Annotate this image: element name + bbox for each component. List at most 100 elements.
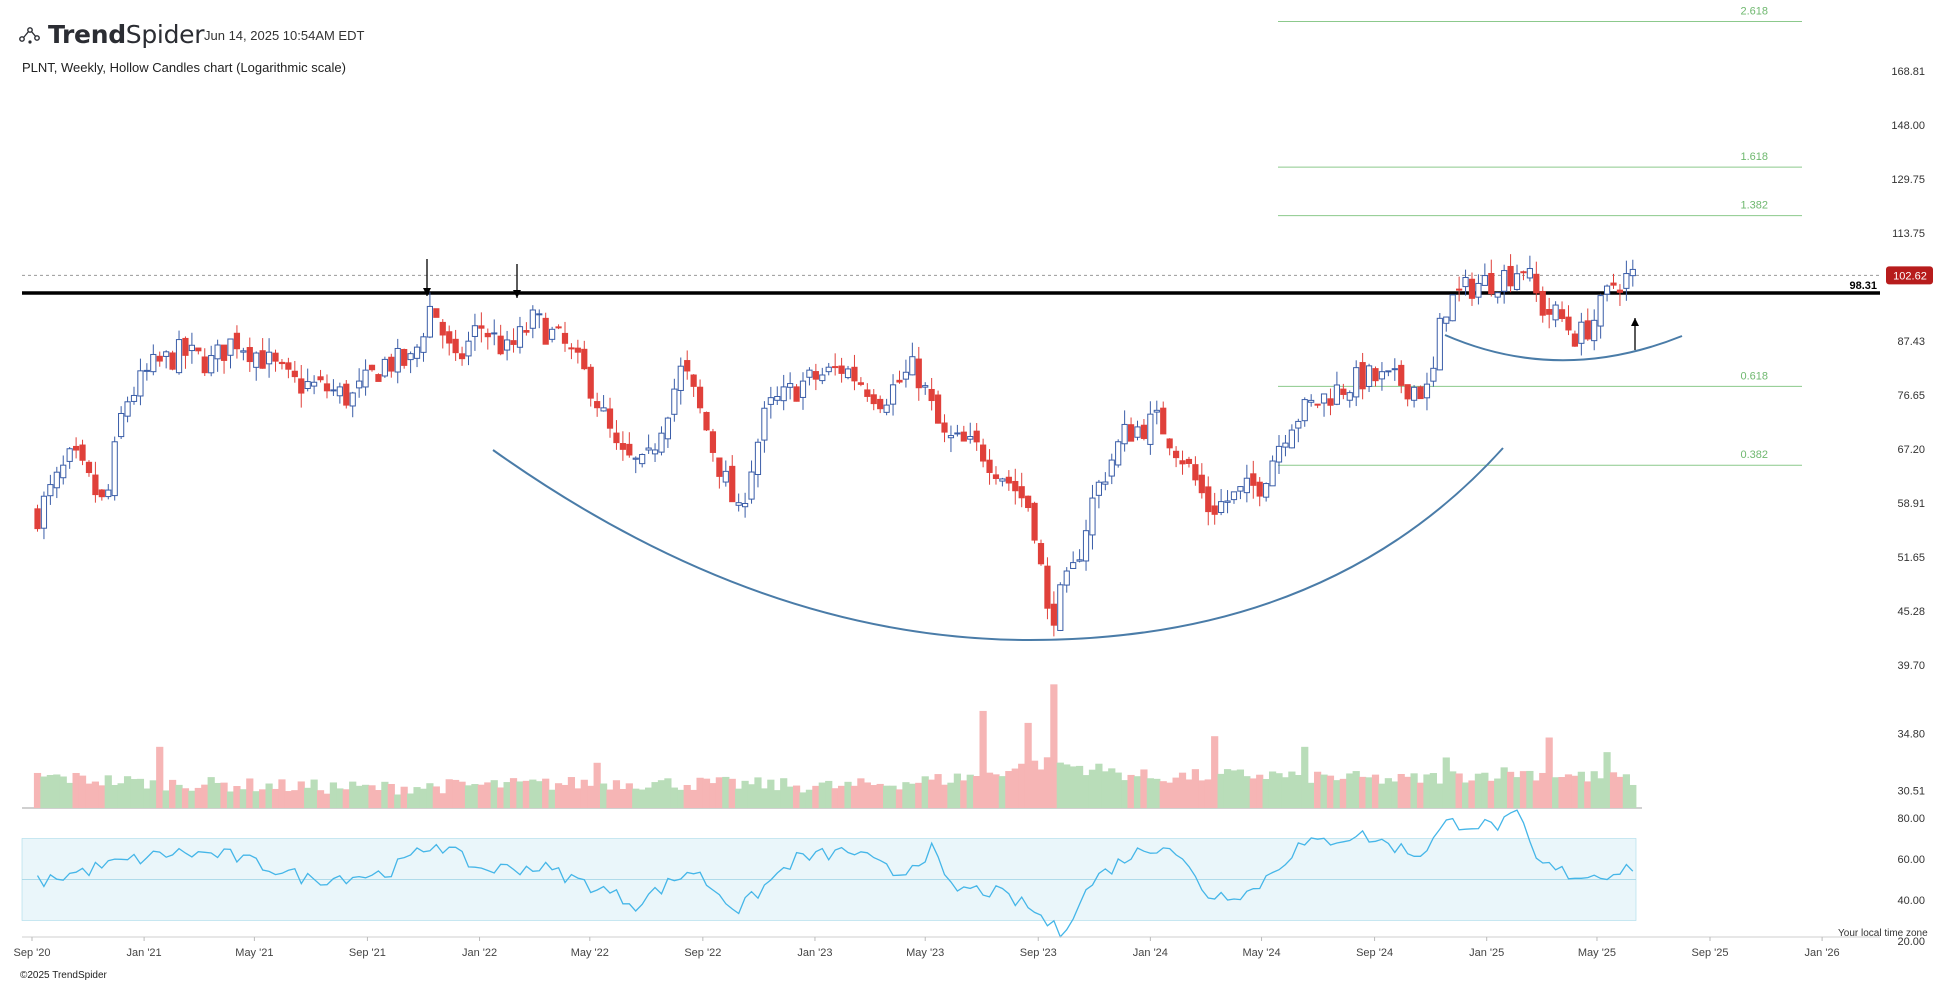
candle-body — [1005, 476, 1012, 484]
volume-bar — [1468, 780, 1476, 808]
candle-body — [999, 478, 1006, 482]
candle-body — [1616, 289, 1624, 293]
candle-body — [420, 336, 427, 353]
candle-body — [1140, 424, 1148, 439]
volume-bar — [1487, 780, 1495, 808]
volume-bar — [735, 788, 743, 808]
candle-body — [510, 340, 517, 345]
volume-bar — [1442, 757, 1450, 808]
volume-bar — [1590, 771, 1598, 808]
volume-bar — [657, 780, 666, 808]
copyright: ©2025 TrendSpider — [20, 970, 107, 981]
candle-body — [1230, 491, 1238, 501]
volume-bar — [239, 789, 247, 808]
x-axis-label: May '25 — [1578, 947, 1616, 959]
candle-body — [941, 422, 948, 433]
candle-body — [1475, 282, 1482, 298]
volume-bar — [66, 782, 74, 808]
resistance-label: 98.31 — [1849, 280, 1877, 292]
candle-body — [1211, 505, 1218, 515]
candle-body — [1282, 442, 1289, 448]
candle-body — [1629, 268, 1636, 277]
volume-bar — [1429, 773, 1437, 808]
volume-bar — [490, 780, 498, 808]
candle-body — [709, 431, 717, 453]
volume-bar — [587, 785, 595, 808]
volume-bar — [1481, 772, 1489, 808]
candle-body — [413, 346, 421, 359]
volume-bar — [812, 785, 820, 808]
last-price-badge — [1886, 266, 1933, 285]
candle-body — [1295, 420, 1302, 429]
volume-bar — [1449, 771, 1457, 808]
candle-body — [1520, 271, 1527, 274]
volume-bar — [773, 790, 781, 808]
volume-bar — [1545, 737, 1553, 808]
candle-body — [896, 379, 903, 383]
volume-bar — [1056, 762, 1064, 808]
volume-bar — [1076, 765, 1084, 808]
candle-body — [1025, 495, 1032, 509]
candle-body — [1501, 270, 1508, 292]
volume-bar — [1461, 782, 1470, 808]
volume-bar — [1211, 736, 1219, 808]
candle-body — [1243, 477, 1250, 494]
candle-body — [343, 383, 350, 406]
candle-body — [169, 352, 176, 370]
volume-bar — [883, 785, 891, 808]
candle-body — [156, 355, 163, 362]
volume-bar — [98, 785, 106, 808]
volume-bar — [1314, 771, 1322, 808]
fib-level-label: 1.618 — [1740, 151, 1768, 163]
candle-body — [1044, 565, 1051, 609]
candle-body — [381, 358, 388, 377]
fib-level-label: 1.382 — [1740, 200, 1768, 212]
volume-bar — [1050, 684, 1058, 808]
volume-bar — [548, 789, 556, 808]
volume-bar — [1082, 775, 1090, 808]
candle-body — [1353, 367, 1360, 398]
volume-bar — [1339, 778, 1347, 808]
candle-body — [85, 461, 93, 474]
handle-curve — [1444, 334, 1683, 362]
candle-body — [1147, 413, 1154, 445]
volume-bar — [1088, 769, 1097, 808]
candle-body — [1430, 367, 1437, 382]
candle-body — [812, 371, 819, 380]
volume-bar — [1114, 772, 1122, 808]
candle-body — [780, 386, 787, 402]
candle-body — [748, 471, 755, 500]
volume-bar — [1172, 777, 1180, 808]
volume-bar — [246, 778, 254, 808]
candle-body — [407, 353, 414, 361]
volume-bar — [1024, 722, 1032, 808]
fib-level-label: 0.382 — [1740, 449, 1768, 461]
candle-body — [1398, 364, 1405, 386]
volume-bar — [111, 784, 119, 808]
volume-bar — [889, 785, 897, 808]
candle-body — [1063, 570, 1070, 586]
volume-bar — [542, 778, 550, 808]
candle-body — [774, 395, 781, 401]
volume-bar — [188, 790, 196, 808]
volume-bar — [818, 782, 826, 808]
volume-bar — [870, 785, 878, 808]
x-axis-label: Jan '21 — [127, 947, 162, 959]
volume-bar — [214, 782, 222, 808]
candle-body — [259, 350, 266, 369]
volume-bar — [940, 784, 949, 808]
x-axis-label: May '22 — [571, 947, 609, 959]
candle-body — [1224, 500, 1231, 503]
candle-body — [1327, 398, 1334, 406]
candle-body — [542, 317, 549, 345]
volume-bar — [503, 782, 511, 808]
rsi-axis-label: 20.00 — [1897, 936, 1925, 948]
y-axis-label: 51.65 — [1897, 552, 1925, 564]
candle-body — [1533, 273, 1540, 294]
candle-body — [233, 332, 241, 350]
volume-bar — [606, 789, 614, 808]
candle-body — [1507, 265, 1514, 287]
volume-bar — [985, 772, 994, 808]
candle-body — [124, 401, 131, 417]
